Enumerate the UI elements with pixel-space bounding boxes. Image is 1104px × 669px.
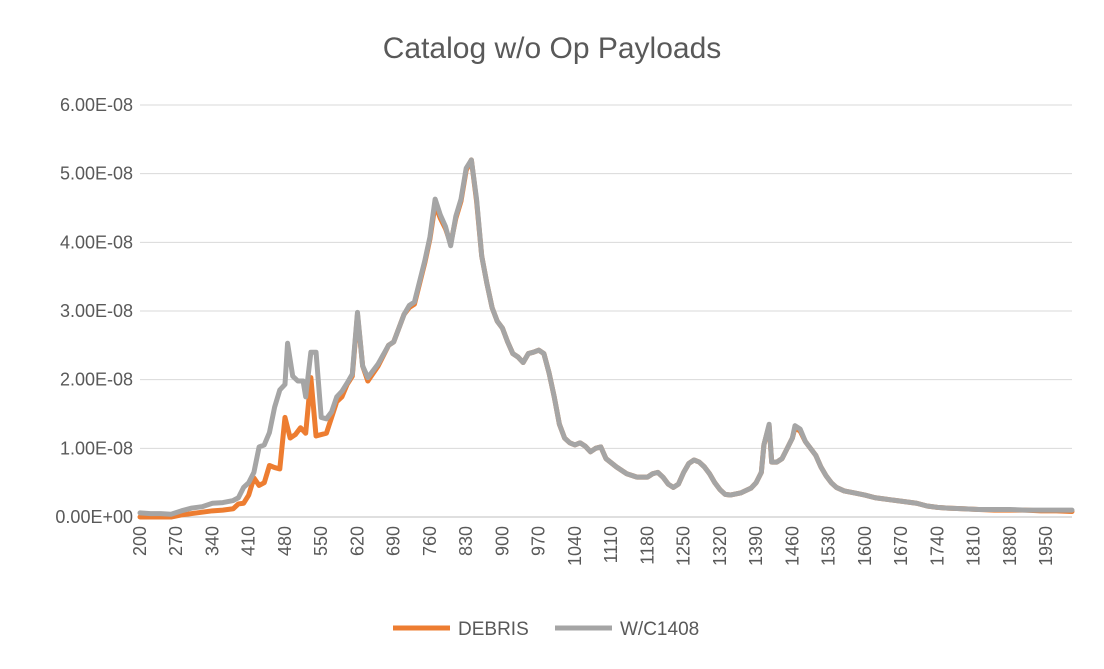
legend-label-wc1408: W/C1408 [620, 619, 699, 640]
x-tick-label: 410 [239, 526, 259, 556]
x-tick-label: 340 [202, 526, 222, 556]
x-tick-label: 1110 [601, 526, 621, 563]
x-tick-label: 690 [384, 526, 404, 556]
y-axis-ticks: 0.00E+00 1.00E-08 2.00E-08 3.00E-08 4.00E-08… [55, 95, 133, 527]
x-tick-label: 830 [456, 526, 476, 556]
x-tick-label: 1040 [565, 526, 585, 566]
x-tick-label: 1320 [710, 526, 730, 566]
series-line-debris [137, 157, 1075, 520]
x-tick-label: 760 [420, 526, 440, 556]
x-tick-label: 1670 [891, 526, 911, 566]
x-tick-label: 1390 [746, 526, 766, 566]
y-tick-label: 1.00E-08 [60, 438, 133, 458]
y-tick-label: 3.00E-08 [60, 301, 133, 321]
x-axis-ticks: 200 270 340 410 480 550 620 690 760 830 900 970 1040… [130, 526, 1056, 566]
x-tick-label: 200 [130, 526, 150, 556]
y-tick-label: 5.00E-08 [60, 164, 133, 184]
x-tick-label: 480 [275, 526, 295, 556]
x-tick-label: 1810 [964, 526, 984, 566]
chart-title: Catalog w/o Op Payloads [383, 32, 722, 65]
x-tick-label: 1530 [819, 526, 839, 566]
x-tick-label: 970 [529, 526, 549, 556]
x-tick-label: 1950 [1036, 526, 1056, 566]
y-tick-label: 0.00E+00 [55, 507, 133, 527]
x-tick-label: 900 [492, 526, 512, 556]
x-tick-label: 620 [347, 526, 367, 556]
x-tick-label: 1740 [927, 526, 947, 566]
x-tick-label: 1600 [855, 526, 875, 566]
y-tick-label: 4.00E-08 [60, 232, 133, 252]
series-lines [137, 157, 1075, 520]
x-tick-label: 1880 [1000, 526, 1020, 566]
legend-label-debris: DEBRIS [458, 619, 529, 640]
x-tick-label: 550 [311, 526, 331, 556]
y-tick-label: 6.00E-08 [60, 95, 133, 115]
x-tick-label: 1250 [674, 526, 694, 566]
legend: DEBRIS W/C1408 [393, 619, 699, 640]
x-tick-label: 1460 [782, 526, 802, 566]
y-tick-label: 2.00E-08 [60, 370, 133, 390]
series-line-wc1408 [137, 157, 1075, 517]
x-tick-label: 270 [166, 526, 186, 556]
x-tick-label: 1180 [637, 526, 657, 565]
